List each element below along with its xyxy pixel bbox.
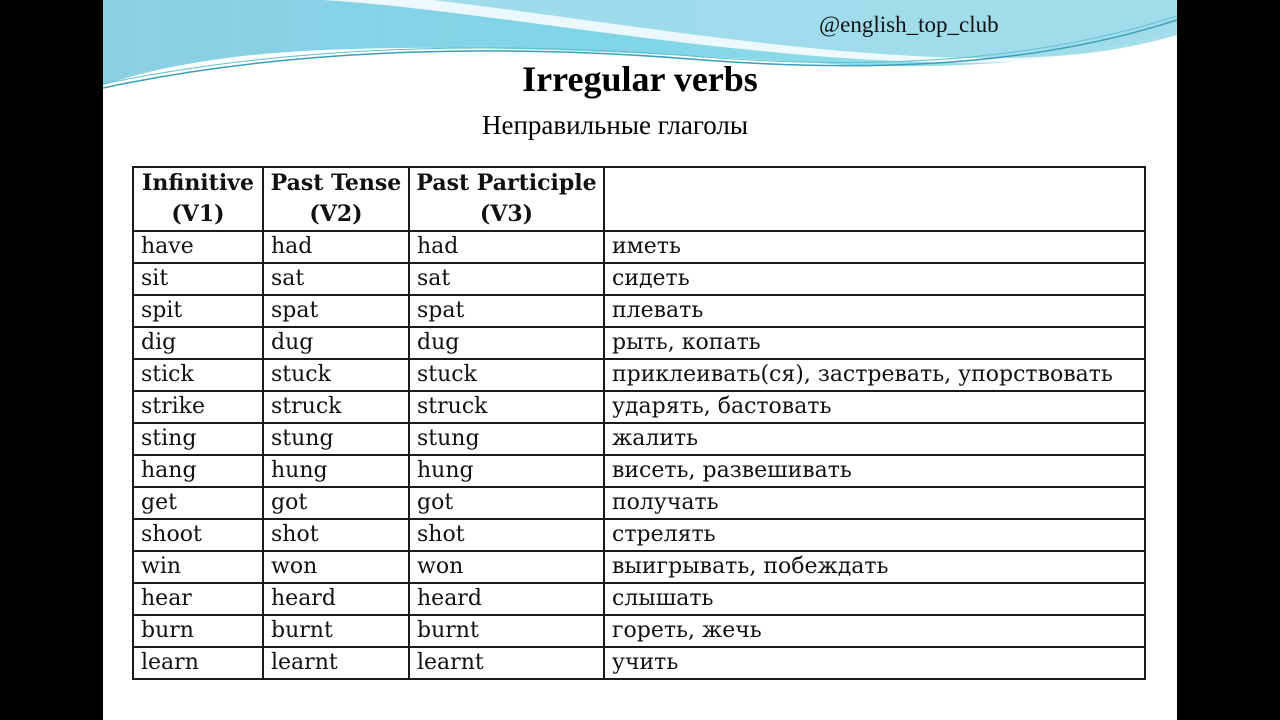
cell-translation: получать: [603, 486, 1146, 520]
cell-past-tense: got: [262, 486, 410, 520]
cell-infinitive: learn: [132, 646, 264, 680]
cell-past-participle: stuck: [408, 358, 605, 392]
cell-infinitive: hear: [132, 582, 264, 616]
cell-past-participle: spat: [408, 294, 605, 328]
cell-translation: слышать: [603, 582, 1146, 616]
table-row: dig dug dug рыть, копать: [132, 326, 1146, 360]
table-row: get got got получать: [132, 486, 1146, 520]
cell-past-tense: learnt: [262, 646, 410, 680]
table-row: learn learnt learnt учить: [132, 646, 1146, 680]
cell-past-tense: heard: [262, 582, 410, 616]
watermark-handle: @english_top_club: [819, 12, 999, 37]
cell-past-tense: dug: [262, 326, 410, 360]
table-row: sting stung stung жалить: [132, 422, 1146, 456]
cell-past-tense: hung: [262, 454, 410, 488]
cell-past-participle: dug: [408, 326, 605, 360]
cell-translation: сидеть: [603, 262, 1146, 296]
cell-past-participle: learnt: [408, 646, 605, 680]
header-line: Past Participle: [416, 170, 597, 196]
cell-past-participle: won: [408, 550, 605, 584]
cell-translation: гореть, жечь: [603, 614, 1146, 648]
header-line: Past Tense: [270, 170, 402, 196]
header-line: (V3): [479, 201, 534, 227]
cell-infinitive: sit: [132, 262, 264, 296]
wave-decoration: [103, 0, 1177, 89]
cell-past-participle: shot: [408, 518, 605, 552]
table-row: spit spat spat плевать: [132, 294, 1146, 328]
table-row: stick stuck stuck приклеивать(ся), застрева…: [132, 358, 1146, 392]
table-row: win won won выигрывать, побеждать: [132, 550, 1146, 584]
cell-infinitive: burn: [132, 614, 264, 648]
cell-infinitive: spit: [132, 294, 264, 328]
cell-translation: приклеивать(ся), застревать, упорствоват…: [603, 358, 1146, 392]
verbs-table: Infinitive (V1) Past Tense (V2) Past Parti…: [132, 166, 1146, 680]
cell-infinitive: shoot: [132, 518, 264, 552]
cell-past-participle: sat: [408, 262, 605, 296]
cell-past-participle: got: [408, 486, 605, 520]
cell-past-tense: won: [262, 550, 410, 584]
table-header-row: Infinitive (V1) Past Tense (V2) Past Parti…: [132, 166, 1146, 232]
table-row: hang hung hung висеть, развешивать: [132, 454, 1146, 488]
cell-past-participle: heard: [408, 582, 605, 616]
cell-translation: жалить: [603, 422, 1146, 456]
cell-translation: учить: [603, 646, 1146, 680]
cell-translation: выигрывать, побеждать: [603, 550, 1146, 584]
cell-past-tense: stuck: [262, 358, 410, 392]
header-line: (V2): [309, 201, 363, 227]
cell-past-participle: hung: [408, 454, 605, 488]
cell-infinitive: strike: [132, 390, 264, 424]
header-infinitive: Infinitive (V1): [132, 166, 264, 232]
cell-translation: стрелять: [603, 518, 1146, 552]
cell-past-tense: spat: [262, 294, 410, 328]
table-row: burn burnt burnt гореть, жечь: [132, 614, 1146, 648]
cell-past-tense: burnt: [262, 614, 410, 648]
cell-infinitive: stick: [132, 358, 264, 392]
table-row: hear heard heard слышать: [132, 582, 1146, 616]
table-row: have had had иметь: [132, 230, 1146, 264]
header-past-tense: Past Tense (V2): [262, 166, 410, 232]
cell-translation: ударять, бастовать: [603, 390, 1146, 424]
header-past-participle: Past Participle (V3): [408, 166, 605, 232]
cell-past-tense: shot: [262, 518, 410, 552]
cell-past-tense: struck: [262, 390, 410, 424]
table-row: sit sat sat сидеть: [132, 262, 1146, 296]
cell-past-participle: struck: [408, 390, 605, 424]
cell-translation: висеть, развешивать: [603, 454, 1146, 488]
cell-past-participle: stung: [408, 422, 605, 456]
cell-infinitive: get: [132, 486, 264, 520]
table-row: shoot shot shot стрелять: [132, 518, 1146, 552]
header-line: (V1): [171, 201, 225, 227]
slide: @english_top_club Irregular verbs Неправ…: [103, 0, 1177, 720]
header-line: Infinitive: [142, 170, 254, 196]
cell-infinitive: sting: [132, 422, 264, 456]
cell-translation: рыть, копать: [603, 326, 1146, 360]
cell-infinitive: win: [132, 550, 264, 584]
cell-translation: иметь: [603, 230, 1146, 264]
cell-translation: плевать: [603, 294, 1146, 328]
cell-infinitive: dig: [132, 326, 264, 360]
page-subtitle: Неправильные глаголы: [481, 110, 749, 140]
header-translation: [603, 166, 1146, 232]
page-title: Irregular verbs: [522, 59, 758, 99]
cell-past-tense: stung: [262, 422, 410, 456]
cell-past-tense: sat: [262, 262, 410, 296]
cell-past-tense: had: [262, 230, 410, 264]
cell-past-participle: burnt: [408, 614, 605, 648]
cell-infinitive: have: [132, 230, 264, 264]
table-row: strike struck struck ударять, бастовать: [132, 390, 1146, 424]
cell-infinitive: hang: [132, 454, 264, 488]
cell-past-participle: had: [408, 230, 605, 264]
